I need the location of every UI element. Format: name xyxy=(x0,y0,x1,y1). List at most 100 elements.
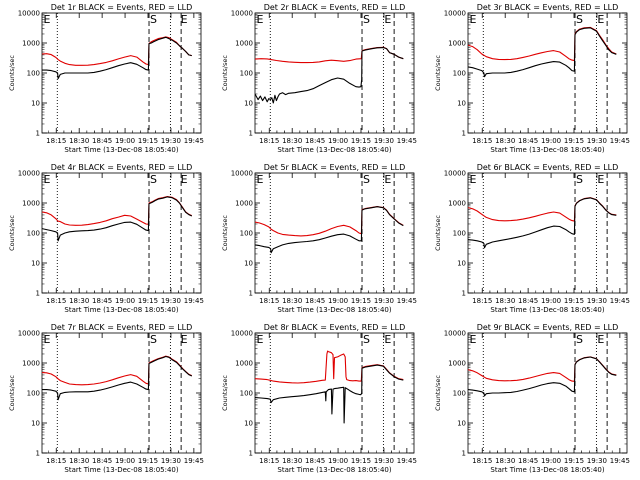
x-tick-label: 18:30 xyxy=(69,137,89,145)
y-tick-label: 10 xyxy=(244,260,253,268)
x-tick-label: 19:45 xyxy=(184,137,204,145)
event-marker-label: E xyxy=(597,13,604,26)
events-series-line xyxy=(255,206,404,254)
y-tick-label: 100 xyxy=(453,70,466,78)
plot-frame xyxy=(254,332,415,454)
panel-title: Det 3r BLACK = Events, RED = LLD xyxy=(477,3,619,12)
x-tick-label: 18:30 xyxy=(495,457,515,465)
x-tick-label: 18:45 xyxy=(518,137,538,145)
y-tick-label: 10000 xyxy=(231,170,253,178)
y-tick-label: 1000 xyxy=(448,40,466,48)
x-tick-label: 19:45 xyxy=(397,137,417,145)
x-tick-label: 19:00 xyxy=(541,457,561,465)
x-axis-label: Start Time (13-Dec-08 18:05:40) xyxy=(64,466,178,474)
x-tick-label: 19:00 xyxy=(115,137,135,145)
x-tick-label: 18:45 xyxy=(305,137,325,145)
event-marker-label: E xyxy=(597,173,604,186)
x-axis-label: Start Time (13-Dec-08 18:05:40) xyxy=(490,466,604,474)
y-axis-label: Counts/sec xyxy=(221,215,229,251)
y-tick-label: 10000 xyxy=(231,330,253,338)
y-tick-label: 1000 xyxy=(22,200,40,208)
lld-series-line xyxy=(255,206,404,237)
x-tick-label: 19:30 xyxy=(161,137,181,145)
y-tick-label: 100 xyxy=(240,70,253,78)
x-tick-label: 19:15 xyxy=(564,297,584,305)
lld-series-line xyxy=(42,36,192,66)
x-tick-label: 19:45 xyxy=(610,137,630,145)
y-tick-label: 10000 xyxy=(444,170,466,178)
y-axis-label: Counts/sec xyxy=(221,375,229,411)
x-axis-label: Start Time (13-Dec-08 18:05:40) xyxy=(277,306,391,314)
panel-1: Det 1r BLACK = Events, RED = LLD 1 10 100 10… xyxy=(8,3,204,154)
y-tick-label: 1 xyxy=(462,450,466,458)
x-tick-label: 19:00 xyxy=(541,137,561,145)
events-series-line xyxy=(468,27,617,78)
event-marker-label: E xyxy=(384,13,391,26)
y-tick-label: 100 xyxy=(27,390,40,398)
y-tick-label: 10000 xyxy=(444,330,466,338)
y-tick-label: 10000 xyxy=(18,330,40,338)
events-series-line xyxy=(42,355,193,401)
y-tick-label: 1 xyxy=(249,450,253,458)
y-tick-label: 10 xyxy=(457,100,466,108)
x-tick-label: 19:00 xyxy=(541,297,561,305)
panel-title: Det 4r BLACK = Events, RED = LLD xyxy=(51,163,193,172)
x-tick-label: 18:15 xyxy=(472,137,492,145)
panel-title: Det 8r BLACK = Events, RED = LLD xyxy=(264,323,406,332)
event-marker-label: E xyxy=(469,333,476,346)
x-tick-label: 18:45 xyxy=(305,457,325,465)
events-series-line xyxy=(255,47,404,104)
y-axis-label: Counts/sec xyxy=(8,215,16,251)
x-tick-label: 19:30 xyxy=(587,297,607,305)
events-series-line xyxy=(468,356,617,397)
y-tick-label: 1000 xyxy=(235,360,253,368)
x-axis-label: Start Time (13-Dec-08 18:05:40) xyxy=(490,146,604,154)
event-marker-label: E xyxy=(469,173,476,186)
y-tick-label: 100 xyxy=(27,230,40,238)
y-tick-label: 100 xyxy=(453,230,466,238)
y-tick-label: 10 xyxy=(31,420,40,428)
panel-title: Det 9r BLACK = Events, RED = LLD xyxy=(477,323,619,332)
x-tick-label: 18:45 xyxy=(92,457,112,465)
y-tick-label: 1 xyxy=(249,290,253,298)
plot-frame xyxy=(254,12,415,134)
y-tick-label: 1 xyxy=(462,130,466,138)
panel-8: Det 8r BLACK = Events, RED = LLD 1 10 100 10… xyxy=(221,323,417,474)
panel-5: Det 5r BLACK = Events, RED = LLD 1 10 100 10… xyxy=(221,163,417,314)
y-tick-label: 1000 xyxy=(235,40,253,48)
x-tick-label: 18:30 xyxy=(282,137,302,145)
event-marker-label: S xyxy=(576,333,583,346)
x-tick-label: 19:15 xyxy=(138,457,158,465)
event-marker-label: E xyxy=(384,333,391,346)
event-marker-label: E xyxy=(181,173,188,186)
event-marker-label: E xyxy=(256,173,263,186)
event-marker-label: S xyxy=(576,13,583,26)
y-axis-label: Counts/sec xyxy=(8,375,16,411)
x-tick-label: 18:15 xyxy=(46,137,66,145)
events-series-line xyxy=(255,364,404,424)
x-tick-label: 19:00 xyxy=(328,457,348,465)
x-tick-label: 19:15 xyxy=(351,297,371,305)
event-marker-label: S xyxy=(150,173,157,186)
y-tick-label: 1000 xyxy=(448,360,466,368)
event-marker-label: S xyxy=(363,333,370,346)
event-marker-label: S xyxy=(150,13,157,26)
y-axis-label: Counts/sec xyxy=(8,55,16,91)
x-axis-label: Start Time (13-Dec-08 18:05:40) xyxy=(64,306,178,314)
y-tick-label: 10 xyxy=(244,100,253,108)
panel-2: Det 2r BLACK = Events, RED = LLD 1 10 100 10… xyxy=(221,3,417,154)
x-tick-label: 18:15 xyxy=(46,297,66,305)
x-tick-label: 19:45 xyxy=(610,457,630,465)
x-tick-label: 18:15 xyxy=(472,297,492,305)
x-tick-label: 18:15 xyxy=(472,457,492,465)
panel-3: Det 3r BLACK = Events, RED = LLD 1 10 100 10… xyxy=(434,3,630,154)
x-tick-label: 18:15 xyxy=(259,457,279,465)
x-tick-label: 18:30 xyxy=(69,297,89,305)
y-axis-label: Counts/sec xyxy=(434,215,442,251)
y-tick-label: 1 xyxy=(462,290,466,298)
x-tick-label: 19:30 xyxy=(374,457,394,465)
x-tick-label: 18:45 xyxy=(518,297,538,305)
y-tick-label: 10 xyxy=(244,420,253,428)
y-tick-label: 100 xyxy=(240,390,253,398)
